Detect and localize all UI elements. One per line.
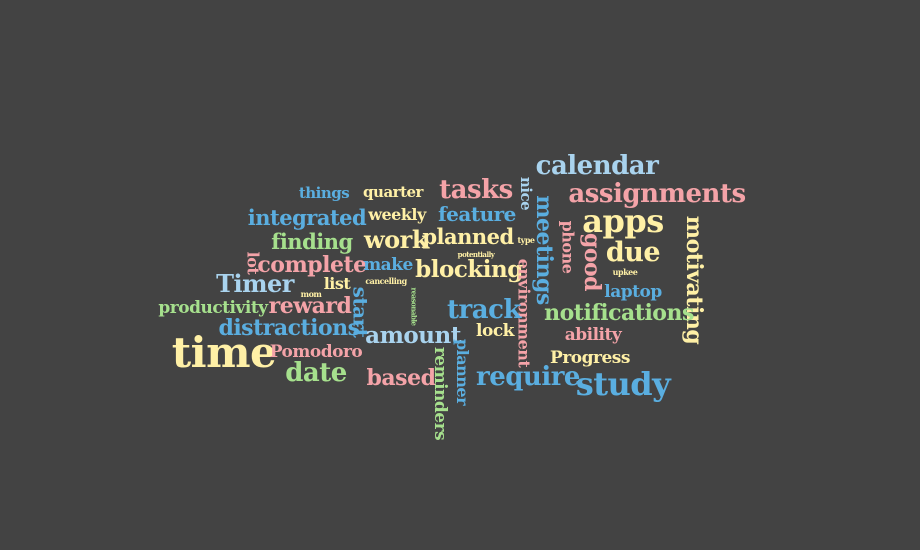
word-distractions: distractions xyxy=(218,315,360,341)
word-type: type xyxy=(517,235,535,245)
word-assignments: assignments xyxy=(568,179,746,209)
word-meetings: meetings xyxy=(531,195,557,305)
word-lock: lock xyxy=(476,320,514,341)
word-planner: planner xyxy=(452,338,472,406)
word-productivity: productivity xyxy=(158,297,268,318)
word-mom: mom xyxy=(300,289,322,299)
word-time: time xyxy=(171,328,277,377)
word-tasks: tasks xyxy=(439,175,513,205)
word-potentially: potentially xyxy=(457,249,495,259)
word-study: study xyxy=(575,365,671,403)
word-integrated: integrated xyxy=(247,204,367,230)
word-good: good xyxy=(579,232,605,292)
word-planned: planned xyxy=(422,223,514,249)
word-weekly: weekly xyxy=(368,205,426,224)
word-list: list xyxy=(323,274,351,293)
word-reasonable: reasonable xyxy=(409,287,419,325)
word-feature: feature xyxy=(438,202,516,226)
word-upkee: upkee xyxy=(612,267,638,277)
word-notifications: notifications xyxy=(544,300,694,326)
word-quarter: quarter xyxy=(363,182,423,201)
word-amount: amount xyxy=(365,321,461,349)
word-complete: complete xyxy=(257,252,367,278)
word-date: date xyxy=(285,358,347,388)
word-laptop: laptop xyxy=(604,281,662,302)
word-work: work xyxy=(364,225,428,254)
word-blocking: blocking xyxy=(415,255,523,283)
word-progress: Progress xyxy=(550,347,630,368)
word-timer: Timer xyxy=(216,269,294,298)
word-make: make xyxy=(363,254,413,275)
word-reminders: reminders xyxy=(430,346,451,440)
word-require: require xyxy=(476,362,580,392)
word-cancelling: cancelling xyxy=(365,276,407,286)
word-track: track xyxy=(447,295,521,325)
word-things: things xyxy=(298,183,350,202)
word-pomodoro: Pomodoro xyxy=(269,341,363,362)
word-apps: apps xyxy=(582,202,664,240)
word-ability: ability xyxy=(564,324,622,345)
word-phone: phone xyxy=(558,220,577,274)
word-finding: finding xyxy=(271,228,353,254)
word-due: due xyxy=(605,236,661,268)
word-based: based xyxy=(366,365,436,391)
word-reward: reward xyxy=(268,293,352,319)
word-calendar: calendar xyxy=(535,151,659,181)
